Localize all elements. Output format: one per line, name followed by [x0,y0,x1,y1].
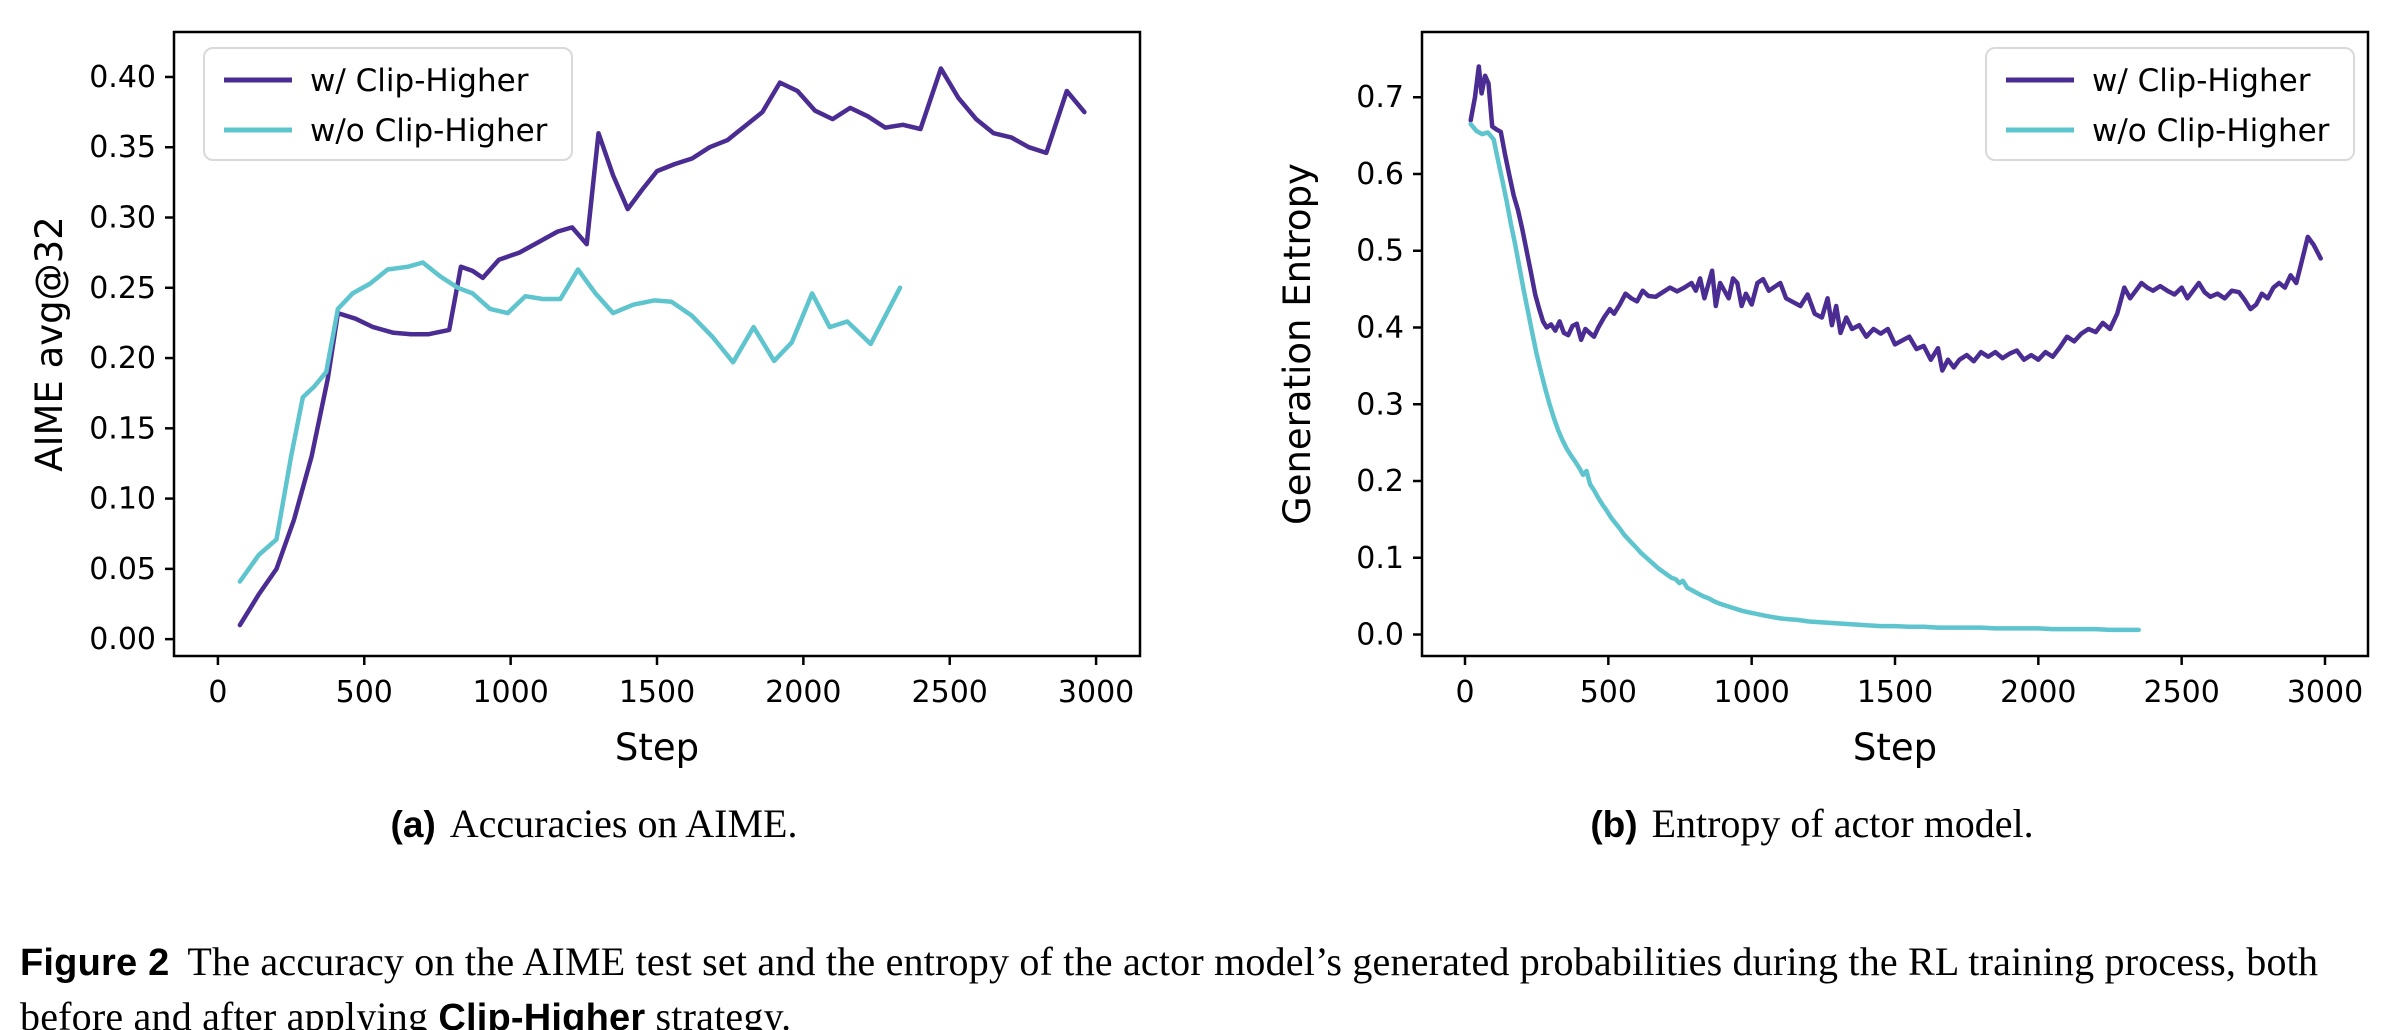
chart-generation-entropy: 0 500 1000 1500 2000 2500 3000 0.0 0.1 0.2 0.3 0.4 0… [1276,30,2370,769]
figure-caption: Figure 2 The accuracy on the AIME test se… [20,934,2392,1030]
y-axis-label: Generation Entropy [1276,163,1319,525]
series-line-without-clip-higher [1468,121,2141,633]
x-tick-label: 2500 [2143,675,2219,710]
figure-caption-label: Figure 2 [20,942,170,984]
y-tick-label: 0.30 [89,201,156,236]
subcaption-a: (a) Accuracies on AIME. [14,800,1174,847]
y-tick-label: 0.40 [89,60,156,95]
y-tick-label: 0.0 [1356,618,1404,653]
series-line-without-clip-higher [237,260,903,584]
subcaption-b-text: Entropy of actor model. [1651,801,2034,846]
y-tick-label: 0.15 [89,411,156,446]
x-tick-label: 3000 [2287,675,2363,710]
subcaption-b-label: (b) [1590,804,1638,845]
series-line-with-clip-higher [237,66,1087,628]
y-axis-label: AIME avg@32 [28,216,71,471]
x-tick-label: 1000 [472,675,548,710]
figure-caption-bold-term: Clip-Higher [438,997,646,1030]
y-tick-label: 0.6 [1356,157,1404,192]
x-axis-label: Step [1853,726,1937,769]
y-tick-label: 0.05 [89,552,156,587]
x-tick-label: 1500 [619,675,695,710]
y-tick-label: 0.7 [1356,80,1404,115]
legend-label: w/ Clip-Higher [2092,63,2311,99]
x-tick-label: 0 [208,675,227,710]
y-tick-label: 0.10 [89,482,156,517]
y-tick-label: 0.20 [89,341,156,376]
legend-box [1985,47,2355,161]
subcaption-b: (b) Entropy of actor model. [1232,800,2392,847]
y-tick-label: 0.5 [1356,234,1404,269]
y-tick-label: 0.4 [1356,310,1404,345]
x-tick-label: 1500 [1857,675,1933,710]
x-tick-label: 2000 [2000,675,2076,710]
legend-label: w/o Clip-Higher [310,113,548,149]
chart-aime-accuracy: 0 500 1000 1500 2000 2500 3000 0.00 0.05 0.10 0.15… [28,30,1142,769]
legend-box [203,47,573,161]
figure-caption-text-after: strategy. [645,994,792,1030]
x-tick-label: 3000 [1058,675,1134,710]
y-tick-label: 0.35 [89,130,156,165]
y-tick-label: 0.2 [1356,464,1404,499]
y-tick-label: 0.25 [89,271,156,306]
legend-label: w/o Clip-Higher [2092,113,2330,149]
subcaption-a-label: (a) [390,804,436,845]
x-tick-label: 2500 [912,675,988,710]
figure-caption-text-before: The accuracy on the AIME test set and th… [20,939,2319,1030]
x-tick-label: 1000 [1713,675,1789,710]
x-tick-label: 500 [1580,675,1637,710]
y-tick-label: 0.1 [1356,541,1404,576]
legend-label: w/ Clip-Higher [310,63,529,99]
x-tick-label: 2000 [765,675,841,710]
x-tick-label: 0 [1455,675,1474,710]
x-axis-label: Step [615,726,699,769]
subcaption-a-text: Accuracies on AIME. [449,801,798,846]
y-tick-label: 0.00 [89,622,156,657]
series-line-with-clip-higher [1468,64,2323,373]
y-tick-label: 0.3 [1356,387,1404,422]
x-tick-label: 500 [336,675,393,710]
